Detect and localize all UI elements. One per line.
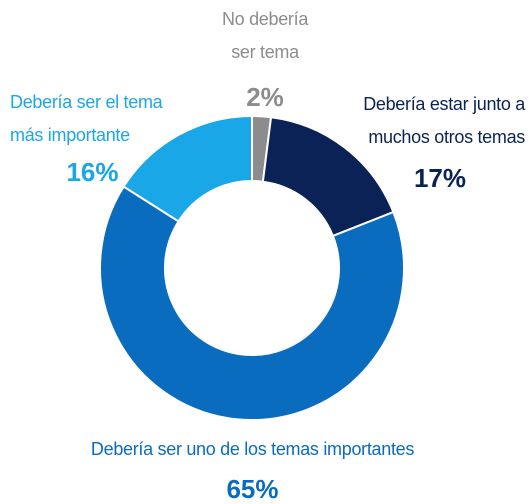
donut-segment (99, 185, 405, 421)
value-label: 2% (246, 82, 284, 112)
value-label: 65% (226, 474, 279, 504)
donut-segment (122, 114, 253, 223)
segment-label: Debería ser uno de los temas importantes (90, 439, 415, 459)
value-label: 17% (413, 163, 467, 193)
value-label: 16% (66, 157, 119, 187)
segment-label: Debería estar junto a muchos otros temas (363, 94, 525, 147)
segment-label: Debería ser el tema más importante (10, 92, 163, 145)
segment-label: No debería ser tema (221, 9, 309, 62)
